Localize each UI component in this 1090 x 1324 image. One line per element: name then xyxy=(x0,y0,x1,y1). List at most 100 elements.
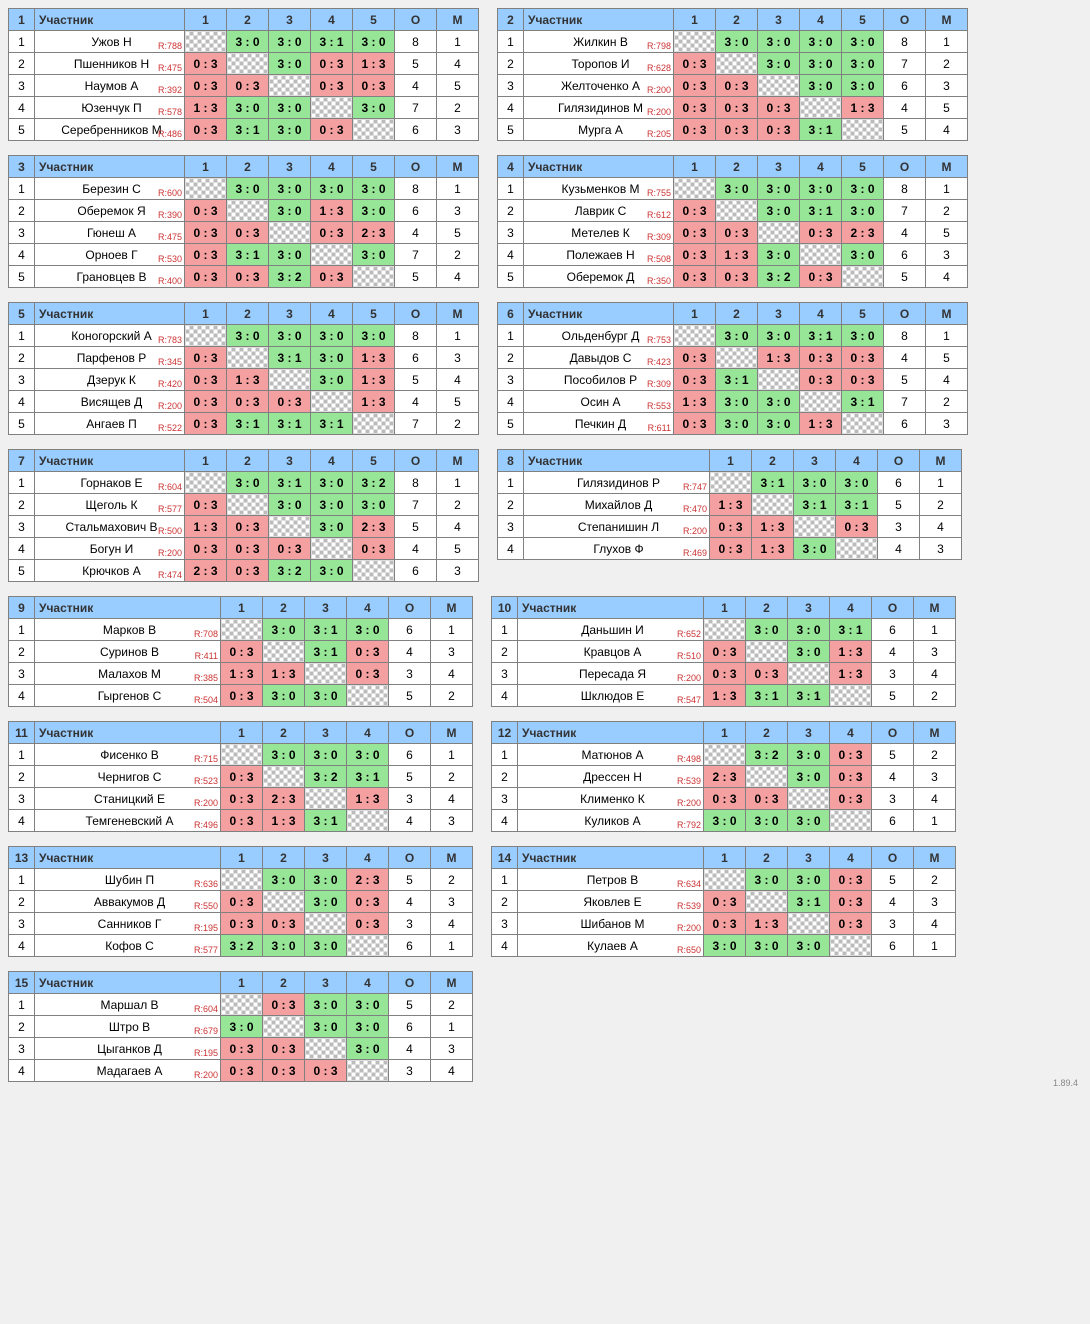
participant-header: Участник xyxy=(35,722,221,744)
player-name-cell: Оберемок ДR:350 xyxy=(524,266,674,288)
score-cell: 0 : 3 xyxy=(674,200,716,222)
round-header: 2 xyxy=(263,597,305,619)
player-name-cell: Лаврик СR:612 xyxy=(524,200,674,222)
row-index: 5 xyxy=(9,266,35,288)
score-cell: 1 : 3 xyxy=(185,516,227,538)
player-row: 2Кравцов АR:5100 : 33 : 01 : 343 xyxy=(492,641,956,663)
score-cell: 0 : 3 xyxy=(800,347,842,369)
player-row: 4Гыргенов СR:5040 : 33 : 03 : 052 xyxy=(9,685,473,707)
player-name-cell: Жилкин ВR:798 xyxy=(524,31,674,53)
score-cell xyxy=(800,97,842,119)
player-row: 4Глухов ФR:4690 : 31 : 33 : 043 xyxy=(498,538,962,560)
player-row: 4Гилязидинов МR:2000 : 30 : 30 : 31 : 34… xyxy=(498,97,968,119)
group-pair: 9Участник1234ОМ1Марков ВR:7083 : 03 : 13… xyxy=(8,596,1082,707)
round-header: 2 xyxy=(263,722,305,744)
player-name-cell: Ужов НR:788 xyxy=(35,31,185,53)
score-cell xyxy=(794,516,836,538)
points-header: О xyxy=(389,847,431,869)
player-name: Пособилов Р xyxy=(564,373,637,387)
points-cell: 5 xyxy=(389,994,431,1016)
player-rating: R:309 xyxy=(647,232,671,242)
row-index: 5 xyxy=(498,266,524,288)
player-name: Коногорский А xyxy=(71,329,151,343)
row-index: 1 xyxy=(492,619,518,641)
player-name: Грановцев В xyxy=(77,270,147,284)
place-cell: 4 xyxy=(914,913,956,935)
score-cell: 3 : 0 xyxy=(227,178,269,200)
player-rating: R:392 xyxy=(158,85,182,95)
points-cell: 5 xyxy=(872,869,914,891)
row-index: 4 xyxy=(498,391,524,413)
score-cell: 3 : 1 xyxy=(227,119,269,141)
score-cell xyxy=(311,538,353,560)
score-cell xyxy=(263,641,305,663)
place-cell: 4 xyxy=(431,1060,473,1082)
score-cell: 3 : 0 xyxy=(311,472,353,494)
score-cell: 1 : 3 xyxy=(830,641,872,663)
place-cell: 3 xyxy=(926,75,968,97)
player-rating: R:636 xyxy=(194,879,218,889)
player-name: Гилязидинов Р xyxy=(577,476,660,490)
round-header: 1 xyxy=(221,597,263,619)
player-rating: R:547 xyxy=(677,695,701,705)
points-cell: 8 xyxy=(395,472,437,494)
row-index: 5 xyxy=(9,413,35,435)
player-rating: R:679 xyxy=(194,1026,218,1036)
player-rating: R:523 xyxy=(194,776,218,786)
score-cell xyxy=(836,538,878,560)
player-name-cell: Матюнов АR:498 xyxy=(518,744,704,766)
player-row: 5Грановцев ВR:4000 : 30 : 33 : 20 : 354 xyxy=(9,266,479,288)
score-cell: 3 : 0 xyxy=(305,685,347,707)
score-cell: 0 : 3 xyxy=(185,222,227,244)
player-row: 1Петров ВR:6343 : 03 : 00 : 352 xyxy=(492,869,956,891)
score-cell: 0 : 3 xyxy=(185,494,227,516)
player-rating: R:205 xyxy=(647,129,671,139)
score-cell: 3 : 0 xyxy=(227,472,269,494)
round-header: 1 xyxy=(221,722,263,744)
score-cell: 3 : 0 xyxy=(269,119,311,141)
row-index: 4 xyxy=(492,935,518,957)
points-cell: 8 xyxy=(395,31,437,53)
place-cell: 3 xyxy=(914,891,956,913)
participant-header: Участник xyxy=(35,972,221,994)
player-name: Мадагаев А xyxy=(97,1064,163,1078)
score-cell: 3 : 0 xyxy=(347,1016,389,1038)
group-number: 8 xyxy=(498,450,524,472)
round-header: 3 xyxy=(758,156,800,178)
header-row: 7Участник12345ОМ xyxy=(9,450,479,472)
group-table: 10Участник1234ОМ1Даньшин ИR:6523 : 03 : … xyxy=(491,596,956,707)
player-name-cell: Гюнеш АR:475 xyxy=(35,222,185,244)
score-cell: 3 : 0 xyxy=(263,935,305,957)
player-name-cell: Петров ВR:634 xyxy=(518,869,704,891)
round-header: 2 xyxy=(716,156,758,178)
round-header: 2 xyxy=(716,9,758,31)
player-name: Желточенко А xyxy=(561,79,640,93)
group-table: 4Участник12345ОМ1Кузьменков МR:7553 : 03… xyxy=(497,155,968,288)
row-index: 4 xyxy=(498,97,524,119)
points-header: О xyxy=(884,9,926,31)
score-cell: 3 : 0 xyxy=(347,1038,389,1060)
player-rating: R:530 xyxy=(158,254,182,264)
player-name: Глухов Ф xyxy=(593,542,643,556)
player-name-cell: Кравцов АR:510 xyxy=(518,641,704,663)
row-index: 3 xyxy=(9,663,35,685)
player-name: Полежаев Н xyxy=(566,248,634,262)
score-cell: 3 : 1 xyxy=(311,413,353,435)
player-rating: R:423 xyxy=(647,357,671,367)
score-cell: 0 : 3 xyxy=(263,1038,305,1060)
score-cell: 0 : 3 xyxy=(353,538,395,560)
points-cell: 4 xyxy=(884,97,926,119)
score-cell: 3 : 0 xyxy=(794,538,836,560)
score-cell: 3 : 0 xyxy=(353,178,395,200)
points-cell: 4 xyxy=(395,222,437,244)
player-row: 1Коногорский АR:7833 : 03 : 03 : 03 : 08… xyxy=(9,325,479,347)
row-index: 3 xyxy=(9,913,35,935)
player-name: Кофов С xyxy=(105,939,154,953)
row-index: 1 xyxy=(9,869,35,891)
player-rating: R:385 xyxy=(194,673,218,683)
points-cell: 4 xyxy=(884,347,926,369)
score-cell: 3 : 0 xyxy=(353,244,395,266)
score-cell: 3 : 0 xyxy=(842,200,884,222)
row-index: 1 xyxy=(9,178,35,200)
player-name-cell: Фисенко ВR:715 xyxy=(35,744,221,766)
